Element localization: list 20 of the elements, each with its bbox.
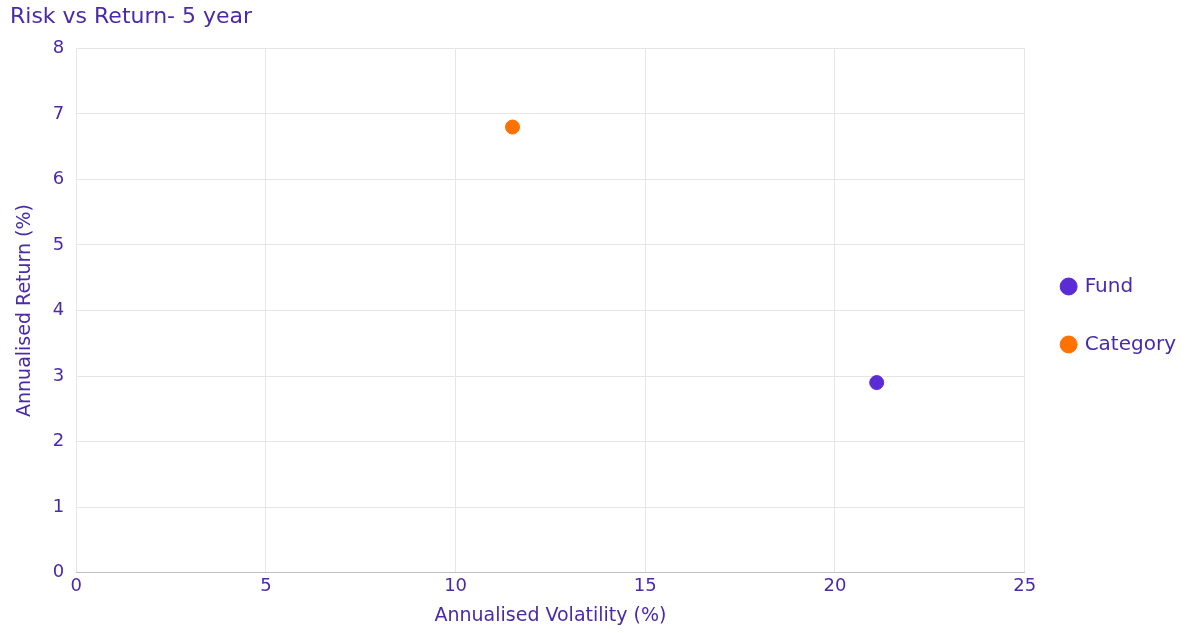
legend-label: Category	[1084, 330, 1177, 355]
chart-title: Risk vs Return- 5 year	[10, 2, 254, 28]
y-axis-title: Annualised Return (%)	[12, 204, 35, 417]
y-tick-label: 1	[52, 494, 65, 516]
x-tick-label: 0	[70, 574, 82, 596]
y-tick-label: 7	[52, 101, 65, 123]
legend-label: Fund	[1084, 272, 1134, 297]
x-tick-label: 15	[633, 574, 657, 596]
y-tick-label: 6	[52, 167, 65, 189]
x-tick-label: 25	[1013, 574, 1037, 596]
y-tick-label: 4	[52, 298, 65, 320]
y-tick-label: 0	[52, 560, 65, 582]
x-tick-label: 5	[260, 574, 272, 596]
y-tick-label: 8	[52, 36, 65, 58]
x-axis-title: Annualised Volatility (%)	[434, 602, 667, 625]
x-tick-label: 20	[823, 574, 847, 596]
y-tick-label: 3	[52, 363, 65, 385]
x-tick-label: 10	[444, 574, 468, 596]
y-tick-label: 2	[52, 429, 65, 451]
y-tick-label: 5	[52, 232, 65, 254]
